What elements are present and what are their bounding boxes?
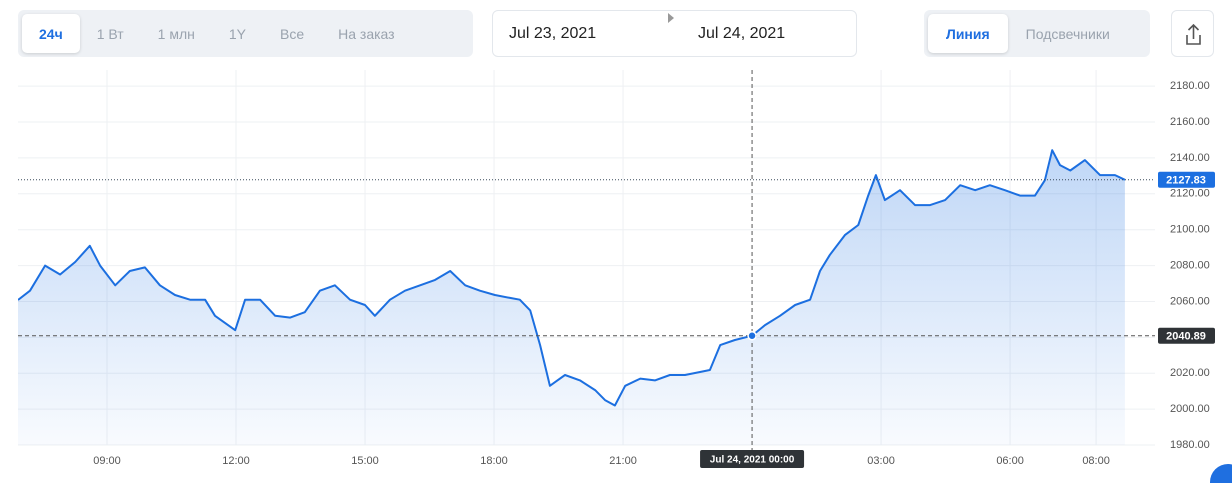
crosshair-x-tag [700, 450, 805, 468]
toggle-button[interactable]: Все [280, 25, 305, 42]
x-tick-label: 08:00 [1082, 455, 1110, 467]
toggle-button[interactable]: 1 млн [157, 25, 195, 42]
toggle-button[interactable]: Подсвечники [1025, 25, 1110, 42]
line [18, 149, 1126, 407]
toggle-button[interactable]: 1 Вт [96, 25, 124, 42]
y-tick-label: 2040.00 [1170, 331, 1210, 343]
arrow [668, 13, 674, 23]
date-to: Jul 24, 2021 [698, 25, 786, 42]
x-tick-label: 12:00 [222, 455, 250, 467]
y-tick-label: 2120.00 [1170, 188, 1210, 200]
toggle-button[interactable]: На заказ [338, 25, 395, 42]
toggle-button[interactable]: Линия [928, 14, 1008, 53]
x-tick-label: 21:00 [609, 455, 637, 467]
share-button[interactable] [1171, 10, 1214, 57]
y-tick-label: 2180.00 [1170, 80, 1210, 92]
x-tick-label: 03:00 [867, 455, 895, 467]
y-tick-label: 2100.00 [1170, 224, 1210, 236]
crosshair-y-tag [1158, 327, 1215, 344]
share-icon [1186, 23, 1201, 45]
date-range[interactable]: Jul 23, 2021 Jul 24, 2021 [492, 10, 857, 57]
crosshair-point [747, 330, 757, 341]
price-tag-label: 2127.83 [1166, 175, 1206, 187]
area [18, 150, 1125, 445]
y-tick-label: 2000.00 [1170, 403, 1210, 415]
y-tick-label: 1980.00 [1170, 439, 1210, 451]
y-tick-label: 2060.00 [1170, 295, 1210, 307]
date-from: Jul 23, 2021 [509, 25, 597, 42]
plot [18, 149, 1126, 445]
toggle-button[interactable]: 1Y [228, 25, 246, 42]
x-tick-label: 15:00 [351, 455, 379, 467]
crosshair-x-label: Jul 24, 2021 00:00 [710, 455, 795, 466]
y-tick-label: 2020.00 [1170, 367, 1210, 379]
y-tick-label: 2080.00 [1170, 259, 1210, 271]
range-selector: 24ч 1 Вт 1 млн 1Y Все На заказ [18, 10, 473, 57]
chat-widget[interactable] [1210, 464, 1232, 483]
x-tick-label: 09:00 [93, 455, 121, 467]
crosshair-y-label: 2040.89 [1166, 331, 1206, 343]
price-tag [1158, 171, 1215, 188]
y-tick-label: 2160.00 [1170, 116, 1210, 128]
y-tick-label: 2140.00 [1170, 152, 1210, 164]
view-selector: Линия Подсвечники [924, 10, 1150, 57]
x-tick-label: 06:00 [996, 455, 1024, 467]
toggle-button[interactable]: 24ч [22, 14, 80, 53]
x-tick-label: 18:00 [480, 455, 508, 467]
